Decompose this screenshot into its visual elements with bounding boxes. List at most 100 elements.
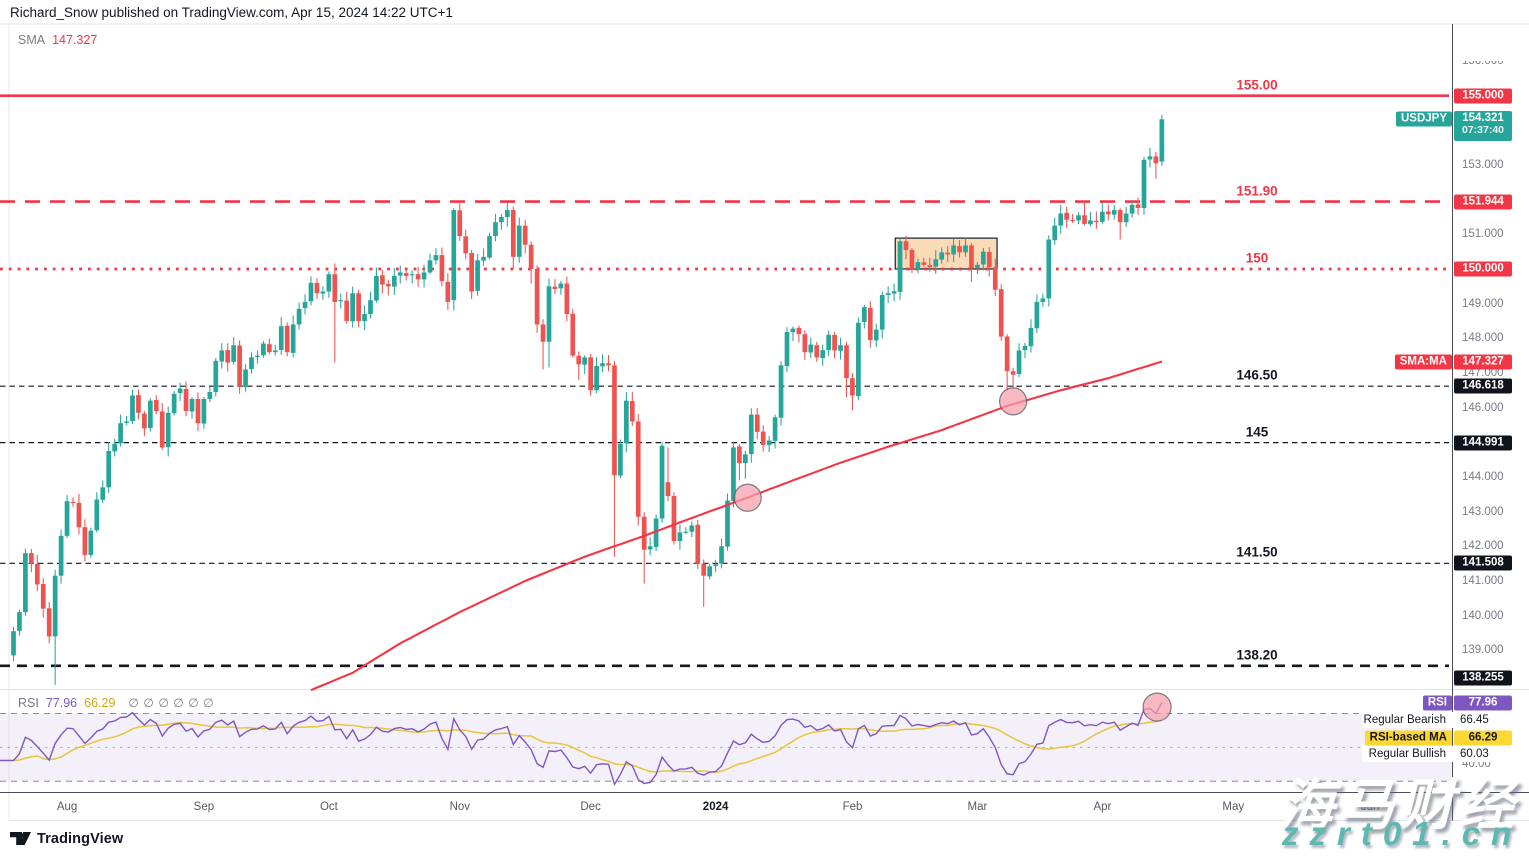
candle-body (1034, 301, 1040, 329)
rsi-legend-value: 77.96 (45, 696, 78, 710)
candle-body (939, 252, 945, 260)
time-axis-label[interactable]: Nov (449, 801, 471, 813)
level-label: 151.90 (1236, 183, 1278, 199)
candle-body (451, 210, 457, 301)
candle-body (748, 414, 754, 455)
candle-body (838, 345, 843, 351)
candle-body (963, 245, 968, 253)
candle-body (1141, 159, 1147, 208)
candle-body (153, 399, 159, 412)
candle-body (100, 487, 106, 500)
candle-body (1123, 213, 1129, 223)
price-axis-tick[interactable]: 151.000 (1462, 228, 1504, 241)
candle-body (415, 274, 421, 280)
price-axis-tick[interactable]: 139.000 (1462, 644, 1504, 657)
hidden-series-icon[interactable]: ∅ (188, 696, 199, 710)
price-axis-tick[interactable]: 144.000 (1462, 470, 1504, 483)
time-axis-label[interactable]: Aug (56, 801, 78, 813)
candle-body (505, 210, 510, 217)
candle-body (290, 324, 296, 353)
candle-body (463, 236, 469, 254)
candle-body (1004, 336, 1010, 372)
candle-body (130, 395, 135, 422)
pane-borders (0, 23, 1529, 821)
candle-body (1100, 211, 1105, 222)
candle-body (1010, 371, 1016, 375)
candle-body (1040, 298, 1046, 302)
candle-body (885, 293, 891, 295)
candle-body (112, 444, 117, 452)
circle-annotations (733, 387, 1028, 512)
hidden-series-icon[interactable]: ∅ (173, 696, 184, 710)
candle-body (1159, 119, 1165, 162)
time-axis-label[interactable]: 2024 (702, 801, 729, 813)
price-axis-tick[interactable]: 147.000 (1462, 367, 1504, 379)
watermark-chinese: 海马财经 (1279, 774, 1520, 836)
candle-body (1058, 213, 1064, 226)
candle-body (237, 345, 242, 387)
rsi-pane (0, 692, 1452, 787)
candle-body (796, 327, 802, 335)
price-axis-tick[interactable]: 141.000 (1462, 574, 1504, 587)
candle-body (618, 444, 623, 476)
price-axis-tick[interactable]: 146.000 (1462, 401, 1504, 414)
hidden-series-icon[interactable]: ∅ (203, 696, 214, 710)
circle-annotation (998, 387, 1028, 416)
time-axis-label[interactable]: Jun (1360, 801, 1380, 813)
price-axis-tick[interactable]: 149.000 (1462, 297, 1504, 310)
candle-body (1076, 215, 1081, 221)
candle-body (386, 283, 391, 287)
candle-body (1022, 345, 1028, 351)
candle-body (195, 398, 201, 424)
candle-body (903, 241, 909, 250)
price-axis-tick[interactable]: 140.000 (1462, 609, 1504, 622)
candle-body (243, 369, 248, 388)
candle-body (362, 314, 367, 321)
candle-body (659, 445, 665, 519)
price-axis-tick[interactable]: 142.000 (1462, 540, 1504, 553)
circle-annotation (1142, 692, 1172, 722)
candle-body (159, 411, 165, 448)
candle-body (772, 417, 778, 441)
candle-body (320, 291, 326, 294)
rsi-legend-name: RSI (18, 696, 39, 710)
candle-body (915, 262, 921, 269)
hidden-series-icon[interactable]: ∅ (158, 696, 169, 710)
candle-body (707, 566, 712, 577)
candle-body (683, 531, 689, 533)
candle-body (582, 357, 588, 365)
time-axis-label[interactable]: Sep (193, 801, 215, 813)
candle-body (493, 222, 498, 237)
countdown-timer: 07:37:40 (1461, 124, 1505, 137)
level-label: 141.50 (1236, 544, 1278, 560)
price-axis-tick[interactable]: 153.000 (1462, 159, 1504, 171)
candle-body (1088, 220, 1093, 225)
candle-body (606, 363, 611, 366)
candle-body (992, 267, 998, 290)
candle-body (653, 518, 659, 547)
candle-body (1153, 156, 1159, 164)
candle-body (534, 268, 540, 325)
time-axis-label[interactable]: May (1222, 801, 1245, 813)
rsi-indicator-row: Regular Bullish 60.03 (1362, 745, 1516, 762)
time-axis-label[interactable]: Mar (967, 801, 988, 813)
candle-body (64, 501, 70, 536)
hidden-series-icon[interactable]: ∅ (143, 696, 154, 710)
candle-body (510, 210, 516, 257)
level-label: 155.00 (1236, 77, 1278, 93)
candle-body (338, 300, 344, 302)
candle-body (308, 282, 314, 302)
candle-body (802, 334, 808, 353)
price-axis-tick[interactable]: 148.000 (1462, 332, 1504, 345)
price-axis-tick[interactable]: 143.000 (1462, 505, 1504, 518)
candle-body (629, 401, 635, 422)
time-axis-label[interactable]: Dec (580, 801, 601, 813)
hidden-series-icon[interactable]: ∅ (128, 696, 139, 710)
candle-body (731, 447, 736, 501)
candle-body (403, 273, 409, 276)
tradingview-attribution[interactable]: TradingView (10, 831, 123, 847)
candle-body (701, 563, 707, 576)
time-axis-label[interactable]: Feb (842, 801, 863, 813)
time-axis-label[interactable]: Oct (319, 801, 338, 813)
time-axis-label[interactable]: Apr (1093, 801, 1112, 813)
